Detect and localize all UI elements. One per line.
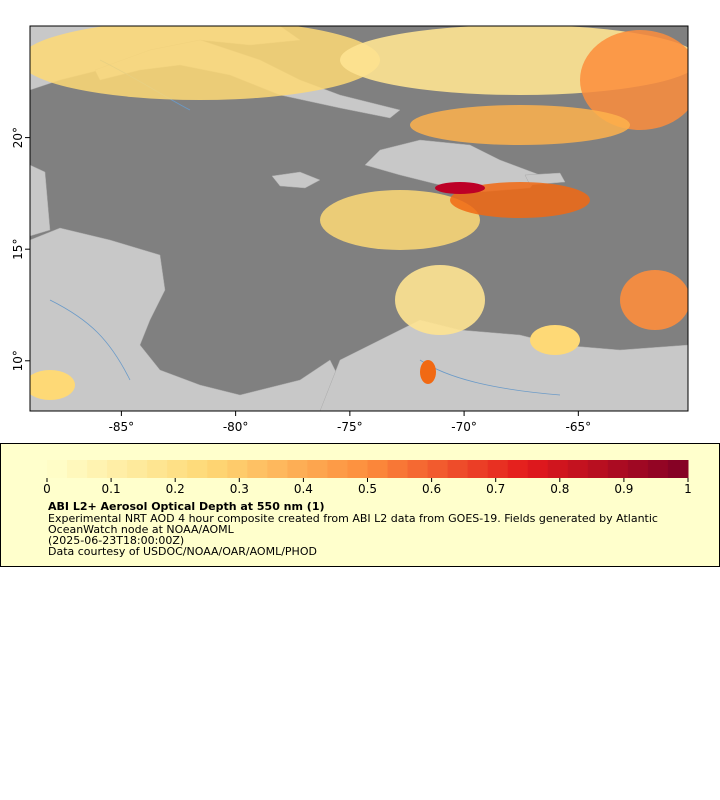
colorbar-tick-label: 0.3 — [230, 482, 249, 496]
colorbar-swatch — [187, 460, 208, 478]
map-frame — [29, 25, 689, 412]
axes: -85° -80° -75° -70° -65° 10° 15° 20° — [11, 127, 591, 434]
aerosol-plume — [435, 182, 485, 194]
aerosol-plume — [395, 265, 485, 335]
colorbar-tick-label: 0.1 — [102, 482, 121, 496]
aerosol-plume — [30, 370, 75, 400]
y-tick-label: 15° — [11, 239, 25, 260]
colorbar: 0 0.1 0.2 0.3 0.4 0.5 0.6 0.7 0.8 0.9 1 — [43, 460, 692, 496]
yucatan — [30, 164, 51, 237]
colorbar-swatch — [267, 460, 288, 478]
colorbar-swatch — [287, 460, 308, 478]
colorbar-swatch — [647, 460, 669, 478]
colorbar-swatch — [347, 460, 368, 478]
colorbar-swatch — [627, 460, 649, 478]
puerto-rico — [524, 172, 566, 186]
colorbar-swatch — [407, 460, 429, 478]
description: Experimental NRT AOD 4 hour composite cr… — [48, 512, 658, 525]
colorbar-swatch — [607, 460, 629, 478]
colorbar-swatch — [527, 460, 549, 478]
colorbar-tick-label: 0.4 — [294, 482, 313, 496]
colorbar-swatch — [327, 460, 348, 478]
aerosol-plume — [320, 190, 480, 250]
colorbar-swatch — [127, 460, 148, 478]
x-tick-label: -65° — [566, 420, 592, 434]
colorbar-tick-label: 1 — [684, 482, 692, 496]
colorbar-tick-label: 0.9 — [614, 482, 633, 496]
x-tick-label: -80° — [223, 420, 249, 434]
aerosol-plume — [410, 105, 630, 145]
description: Data courtesy of USDOC/NOAA/OAR/AOML/PHO… — [48, 545, 317, 558]
colorbar-swatch — [487, 460, 509, 478]
colorbar-swatch — [147, 460, 168, 478]
aerosol-plume — [420, 360, 436, 384]
colorbar-swatch — [587, 460, 609, 478]
colorbar-swatch — [547, 460, 569, 478]
colorbar-swatch — [87, 460, 108, 478]
colorbar-swatch — [427, 460, 449, 478]
colorbar-swatch — [67, 460, 88, 478]
colorbar-tick-label: 0.5 — [358, 482, 377, 496]
aerosol-plume — [580, 30, 688, 130]
colorbar-swatch — [467, 460, 489, 478]
colorbar-swatch — [567, 460, 589, 478]
colorbar-tick-label: 0 — [43, 482, 51, 496]
description: (2025-06-23T18:00:00Z) — [48, 534, 184, 547]
y-tick-label: 10° — [11, 350, 25, 371]
jamaica — [271, 171, 321, 189]
river — [49, 299, 131, 381]
aerosol-plume — [530, 325, 580, 355]
x-tick-label: -75° — [337, 420, 363, 434]
aerosol-plume — [30, 26, 380, 100]
colorbar-swatch — [107, 460, 128, 478]
colorbar-swatch — [367, 460, 389, 478]
x-tick-label: -85° — [109, 420, 135, 434]
colorbar-swatch — [307, 460, 328, 478]
legend-title: ABI L2+ Aerosol Optical Depth at 550 nm … — [48, 500, 325, 513]
colorbar-swatch — [227, 460, 248, 478]
colorbar-tick-label: 0.8 — [550, 482, 569, 496]
colorbar-tick-label: 0.6 — [422, 482, 441, 496]
colorbar-swatch — [507, 460, 529, 478]
colorbar-swatch — [47, 460, 68, 478]
colorbar-tick-label: 0.2 — [166, 482, 185, 496]
colorbar-swatch — [247, 460, 268, 478]
colorbar-swatch — [207, 460, 228, 478]
aerosol — [30, 26, 688, 400]
colorbar-tick-label: 0.7 — [486, 482, 505, 496]
map — [30, 26, 688, 411]
x-tick-label: -70° — [451, 420, 477, 434]
colorbar-swatch — [387, 460, 409, 478]
colorbar-swatch — [667, 460, 689, 478]
colorbar-swatch — [447, 460, 469, 478]
colorbar-swatch — [167, 460, 188, 478]
y-tick-label: 20° — [11, 127, 25, 148]
description: OceanWatch node at NOAA/AOML — [48, 523, 235, 536]
aerosol-plume — [620, 270, 688, 330]
aerosol-plume — [450, 182, 590, 218]
south-america — [319, 319, 688, 411]
